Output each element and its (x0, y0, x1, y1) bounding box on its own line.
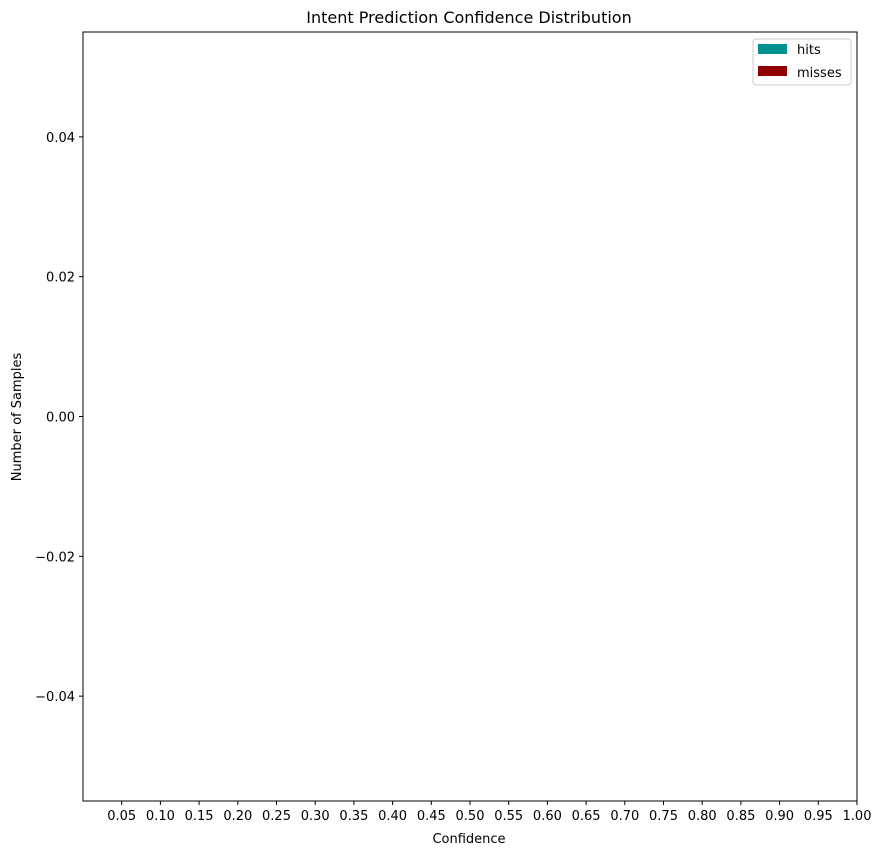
x-tick-label: 0.05 (107, 809, 136, 824)
y-axis: 0.04 0.02 0.00 −0.02 −0.04 (35, 131, 83, 705)
x-tick-label: 0.40 (378, 809, 407, 824)
x-tick-label: 0.15 (185, 809, 214, 824)
legend-swatch-misses (758, 66, 787, 76)
x-tick-label: 0.25 (262, 809, 291, 824)
y-tick-label: 0.02 (46, 271, 75, 286)
y-tick-label: −0.04 (35, 690, 75, 705)
y-tick-label: 0.04 (46, 131, 75, 146)
plot-area (82, 31, 858, 802)
y-tick-label: −0.02 (35, 550, 75, 565)
x-tick-label: 0.90 (765, 809, 794, 824)
x-tick-label: 0.55 (494, 809, 523, 824)
x-axis-title: Confidence (432, 832, 505, 847)
legend-label-hits: hits (797, 43, 821, 58)
x-tick-label: 0.35 (339, 809, 368, 824)
legend-swatch-hits (758, 44, 787, 54)
x-tick-label: 0.10 (146, 809, 175, 824)
x-tick-label: 0.85 (726, 809, 755, 824)
x-tick-label: 0.60 (533, 809, 562, 824)
x-tick-label: 0.65 (572, 809, 601, 824)
chart-title: Intent Prediction Confidence Distributio… (306, 8, 631, 27)
x-tick-label: 0.20 (223, 809, 252, 824)
x-tick-label: 0.95 (804, 809, 833, 824)
x-tick-label: 0.50 (456, 809, 485, 824)
y-axis-title: Number of Samples (10, 353, 25, 482)
x-axis: 0.05 0.10 0.15 0.20 0.25 0.30 0.35 0.40 0.45 0.50… (107, 801, 871, 824)
x-tick-label: 0.45 (417, 809, 446, 824)
legend-label-misses: misses (797, 66, 842, 81)
x-tick-label: 1.00 (843, 809, 872, 824)
x-tick-label: 0.70 (610, 809, 639, 824)
legend: hits misses (752, 38, 852, 86)
x-tick-label: 0.80 (688, 809, 717, 824)
x-tick-label: 0.75 (649, 809, 678, 824)
y-tick-label: 0.00 (46, 411, 75, 426)
x-tick-label: 0.30 (301, 809, 330, 824)
